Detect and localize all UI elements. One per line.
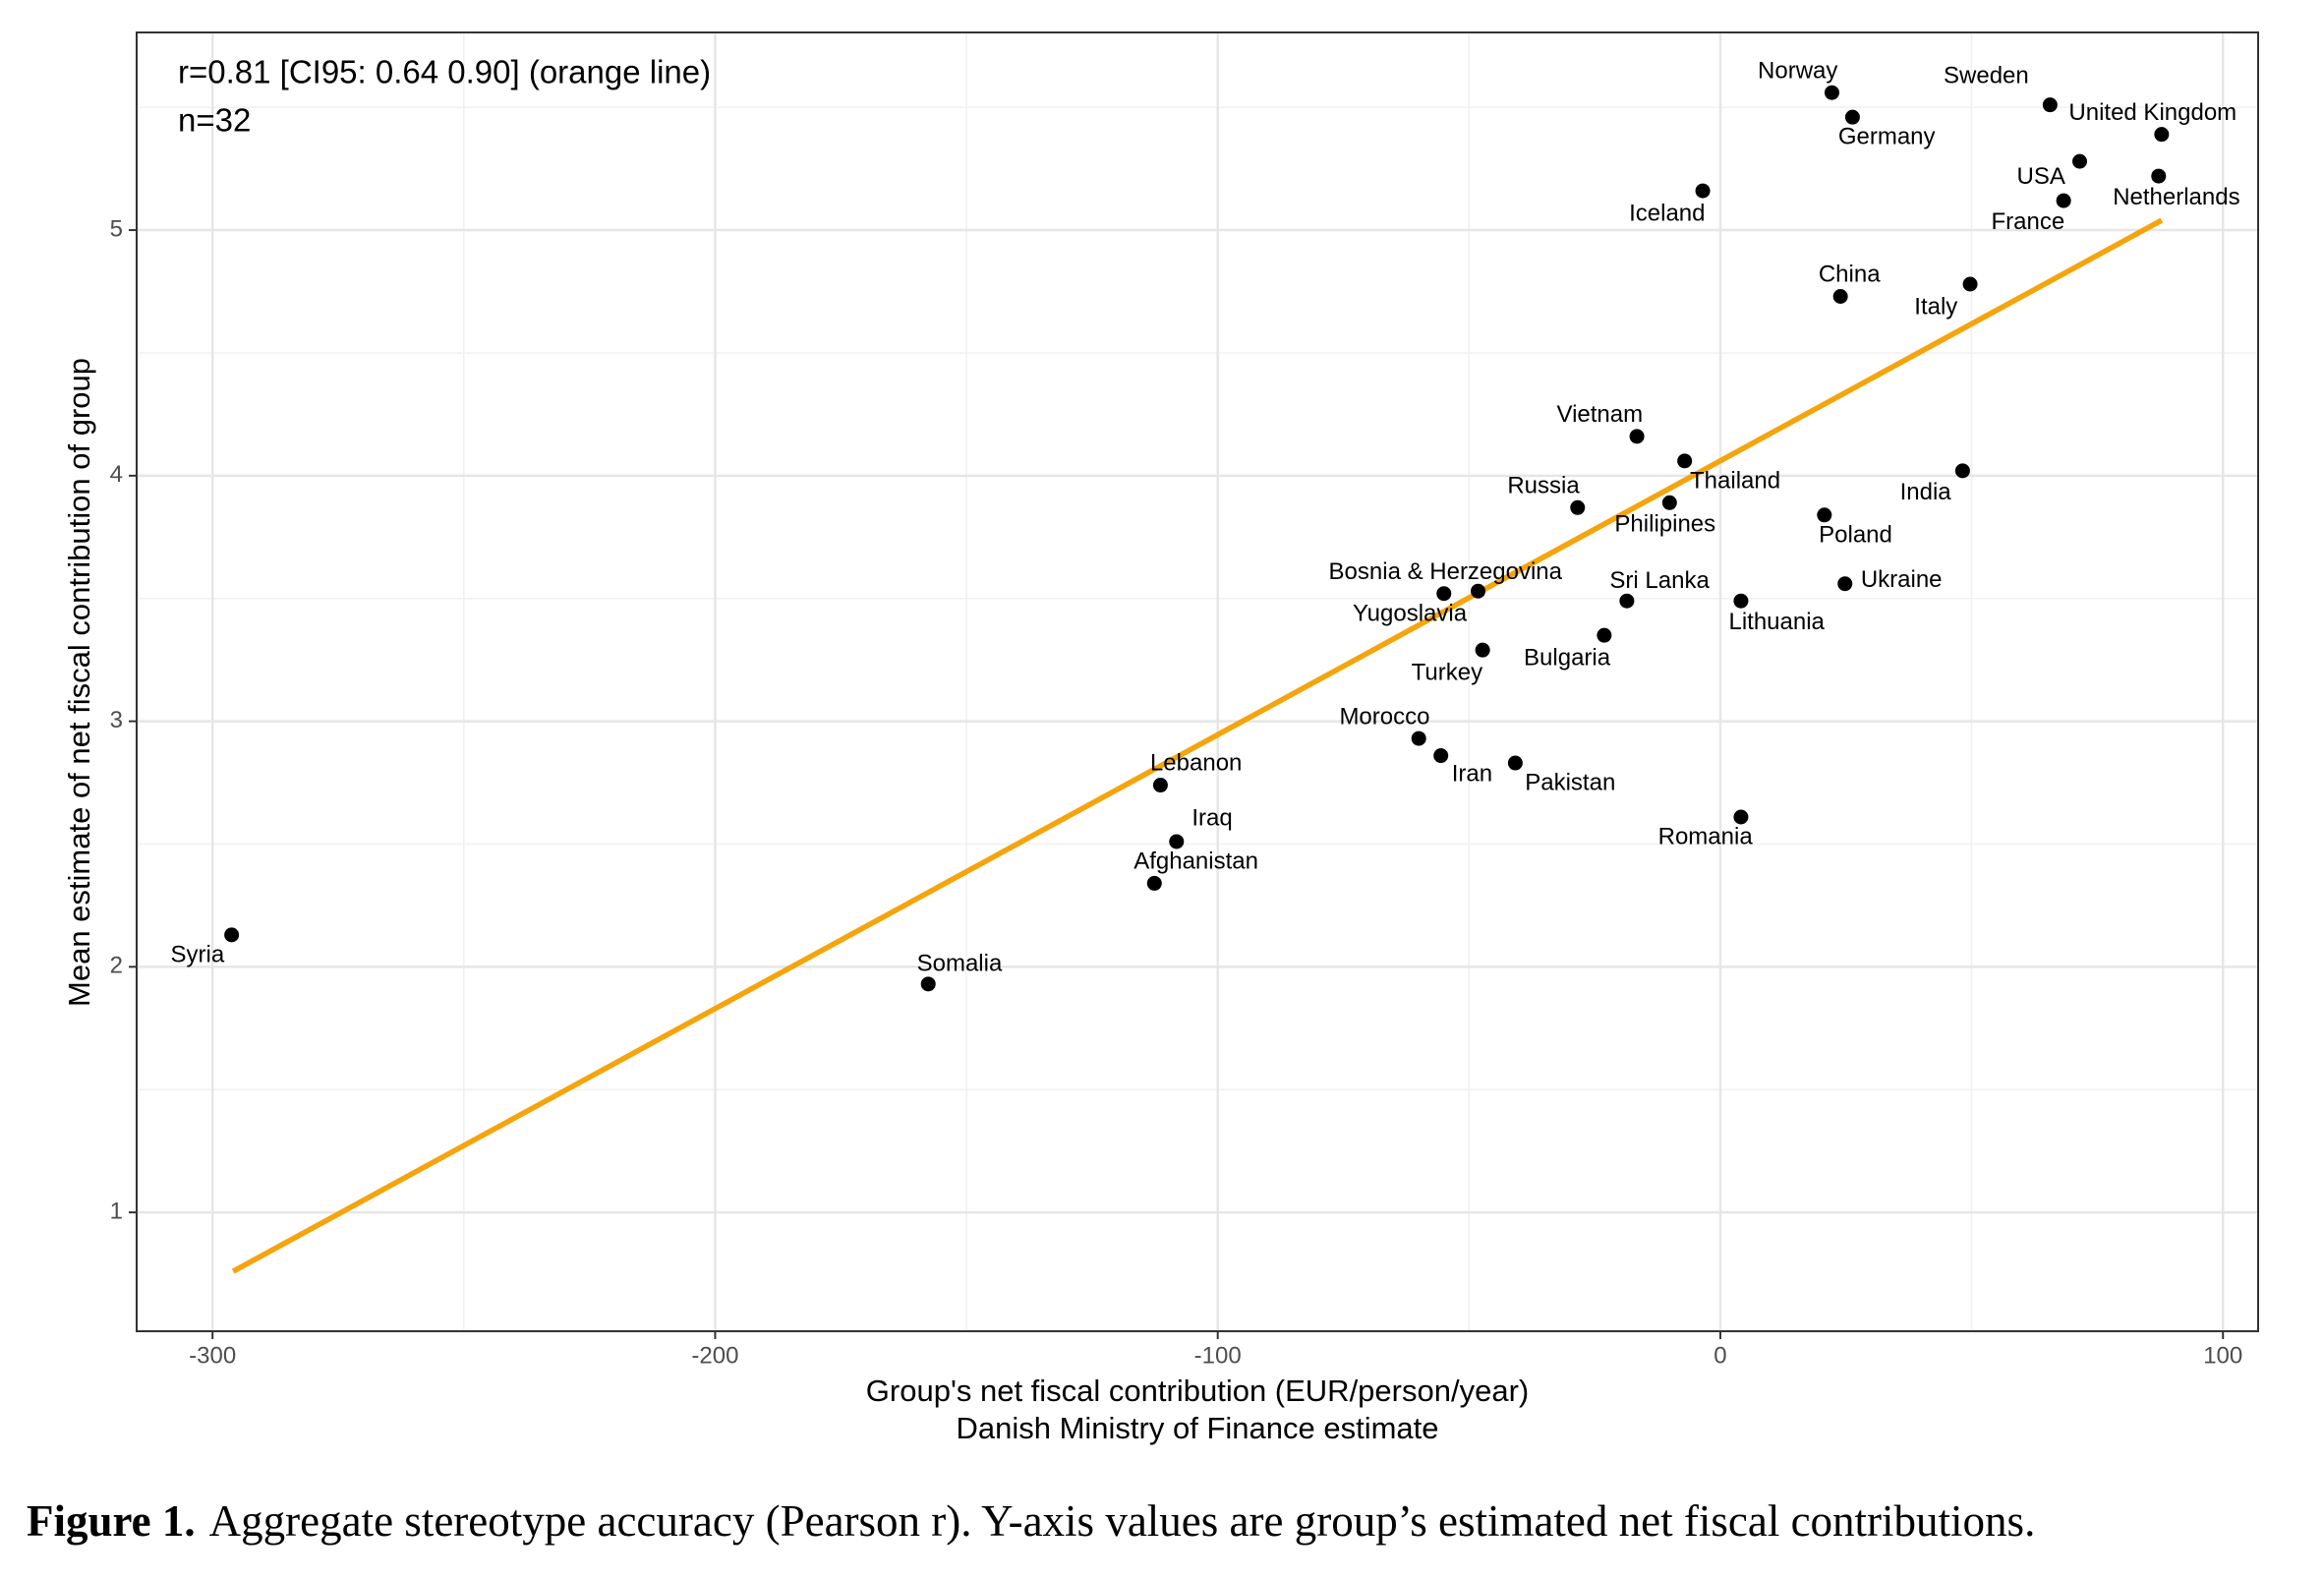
point-label: Germany [1838,124,1936,150]
point-label: Syria [171,941,225,967]
point-label: Vietnam [1557,401,1644,428]
point-label: India [1900,479,1952,505]
point [1832,288,1848,304]
point-label: Yugoslavia [1353,601,1468,627]
point [1629,429,1645,444]
point-label: Sweden [1944,62,2029,88]
point [1661,495,1677,510]
point [1471,583,1486,599]
point [2154,127,2170,143]
point [224,927,240,943]
point [2151,168,2167,184]
point-label: Romania [1658,823,1754,849]
y-tick-label: 5 [110,215,123,242]
point [1954,463,1970,479]
point-label: Bosnia & Herzegovina [1329,558,1563,585]
y-axis-title: Mean estimate of net fiscal contribution… [62,358,96,1007]
caption-text: Aggregate stereotype accuracy (Pearson r… [209,1496,2036,1546]
point-label: Norway [1758,57,1837,84]
panel-border [136,31,2259,1332]
point [1824,85,1839,100]
point-label: Philipines [1614,510,1715,537]
x-tick-label: 100 [2203,1342,2242,1369]
point [920,976,936,992]
point-label: Ukraine [1861,566,1943,593]
point-label: Iran [1452,761,1492,788]
point-label: Afghanistan [1133,848,1258,875]
point [1619,593,1635,609]
point [1169,834,1185,849]
x-tick-label: -300 [189,1342,236,1369]
caption-label: Figure 1. [27,1496,196,1546]
point-label: Sri Lanka [1609,567,1710,594]
y-tick-label: 4 [110,461,123,488]
point [1507,755,1523,771]
point-label: Bulgaria [1524,645,1611,672]
point-label: Iraq [1191,805,1232,832]
point [1570,499,1586,515]
point [2056,193,2071,208]
point-label: Italy [1914,294,1957,321]
point [1475,642,1490,658]
point-label: France [1992,208,2065,235]
caption: Figure 1. Aggregate stereotype accuracy (… [27,1496,2035,1546]
point [1817,507,1832,523]
point-label: Morocco [1339,703,1429,730]
point-label: Iceland [1629,201,1705,227]
fit-line [231,217,2164,1274]
point-label: Poland [1819,521,1892,548]
point [1695,183,1711,199]
x-tick-label: -200 [691,1342,738,1369]
point [2042,97,2058,113]
x-tick-label: -100 [1194,1342,1242,1369]
point [1433,748,1449,764]
x-tick-label: 0 [1714,1342,1726,1369]
x-axis-title: Danish Ministry of Finance estimate [956,1411,1438,1445]
point [1146,875,1162,891]
y-tick-label: 1 [110,1198,123,1224]
point [1962,276,1978,292]
x-axis-title: Group's net fiscal contribution (EUR/per… [866,1374,1529,1408]
y-tick-label: 3 [110,707,123,733]
point-label: USA [2017,163,2065,190]
point-label: China [1819,262,1881,288]
annotation: n=32 [178,102,251,139]
point-label: Russia [1507,472,1580,498]
point-label: Lithuania [1728,609,1825,635]
point [1733,593,1749,609]
point-label: Netherlands [2113,184,2239,210]
point [1436,586,1452,602]
point [1837,576,1853,592]
point [1677,453,1693,469]
y-tick-label: 2 [110,953,123,979]
point-label: Lebanon [1150,750,1242,777]
point-label: Pakistan [1525,770,1615,796]
point-label: Somalia [917,951,1003,977]
annotation: r=0.81 [CI95: 0.64 0.90] (orange line) [178,54,711,90]
point [1733,809,1749,825]
point [1597,627,1612,643]
point-label: United Kingdom [2068,99,2237,126]
point [1411,731,1426,746]
point [2072,153,2088,169]
point-label: Thailand [1690,467,1780,494]
point [1844,109,1860,125]
point [1152,778,1168,793]
point-label: Turkey [1412,660,1482,686]
